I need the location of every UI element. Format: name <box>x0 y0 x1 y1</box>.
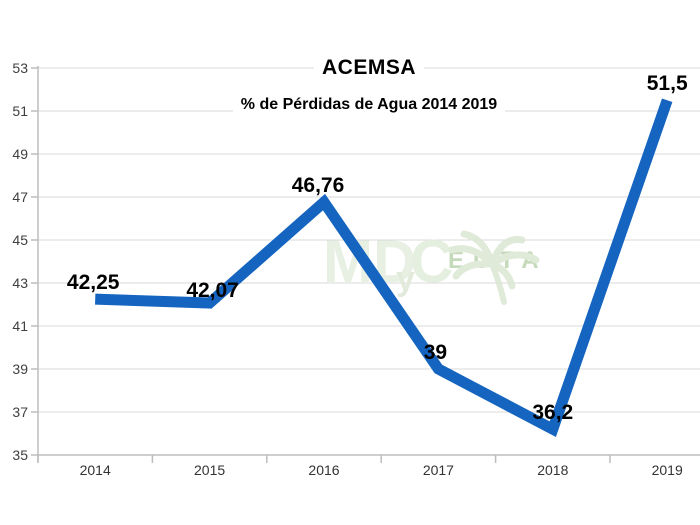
y-axis-tick-label: 45 <box>12 232 28 248</box>
y-axis-tick-label: 53 <box>12 60 28 76</box>
chart-title-row: ACEMSA <box>38 56 700 80</box>
y-axis-tick-label: 51 <box>12 103 28 119</box>
watermark-text-c: C <box>410 228 453 295</box>
data-point-label: 46,76 <box>291 174 345 198</box>
x-axis-tick-label: 2015 <box>194 462 226 478</box>
x-axis-tick-label: 2018 <box>537 462 569 478</box>
data-point-label: 42,07 <box>186 278 239 302</box>
x-axis-tick-label: 2019 <box>651 462 683 478</box>
series-layer <box>95 98 673 438</box>
palm-tree-icon <box>448 230 540 305</box>
watermark: MD y C EUTA <box>323 228 540 305</box>
data-point-label: 39 <box>423 341 448 364</box>
y-axis-tick-label: 49 <box>12 146 28 162</box>
y-axis-tick-label: 47 <box>12 189 28 205</box>
x-axis-tick-label: 2014 <box>79 462 111 478</box>
grid-layer <box>31 66 700 463</box>
x-axis-tick-label: 2017 <box>422 462 454 478</box>
y-axis-tick-label: 41 <box>12 318 28 334</box>
y-axis-tick-label: 37 <box>12 404 28 420</box>
y-axis-tick-label: 39 <box>12 361 28 377</box>
chart-subtitle: % de Pérdidas de Agua 2014 2019 <box>232 96 506 114</box>
data-point-label: 42,25 <box>66 271 120 295</box>
chart-subtitle-row: % de Pérdidas de Agua 2014 2019 <box>38 96 700 114</box>
chart-title: ACEMSA <box>313 56 424 80</box>
series-line <box>95 98 673 438</box>
data-point-label: 51,5 <box>646 72 688 96</box>
data-point-label: 36,2 <box>532 401 574 425</box>
x-axis-tick-label: 2016 <box>308 462 340 478</box>
y-axis-tick-label: 43 <box>12 275 28 291</box>
watermark-text-y: y <box>396 260 415 298</box>
y-axis-tick-label: 35 <box>12 447 28 463</box>
